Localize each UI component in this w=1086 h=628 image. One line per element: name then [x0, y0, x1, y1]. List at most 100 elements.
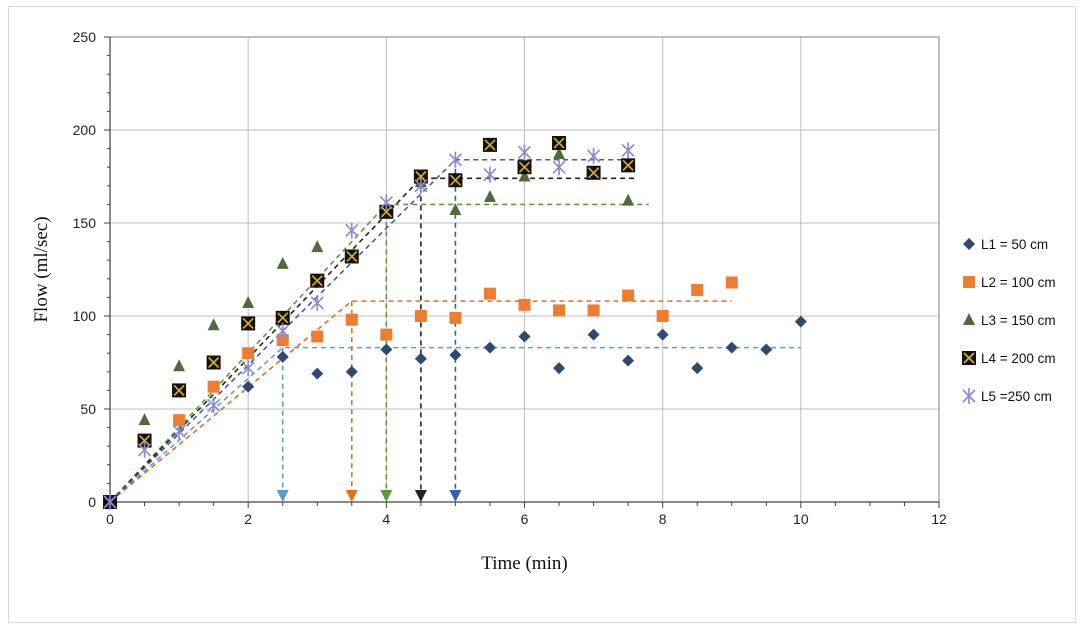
legend-item: L4 = 200 cm	[962, 351, 1056, 366]
data-point	[517, 160, 532, 175]
data-point	[138, 413, 151, 426]
data-point	[311, 330, 324, 343]
marker-cross	[622, 159, 634, 171]
data-point	[587, 304, 600, 317]
data-point	[760, 343, 773, 356]
data-point	[242, 347, 255, 360]
data-point	[414, 177, 428, 194]
marker-cross	[277, 312, 289, 324]
legend-item: L5 =250 cm	[962, 388, 1052, 404]
data-point	[345, 222, 359, 239]
marker-cross	[449, 174, 461, 186]
data-point	[414, 352, 427, 365]
data-point	[518, 169, 531, 182]
data-point	[241, 360, 255, 377]
series-5	[103, 142, 635, 510]
data-point	[483, 341, 496, 354]
legend-marker	[963, 276, 975, 288]
legend-label: L3 = 150 cm	[981, 313, 1056, 328]
data-point	[276, 350, 289, 363]
data-point	[276, 334, 289, 347]
legend-label: L1 = 50 cm	[981, 237, 1048, 252]
series-3	[104, 147, 635, 507]
data-points	[103, 136, 807, 510]
series-1	[104, 315, 807, 508]
data-point	[483, 189, 496, 202]
data-point	[311, 367, 324, 380]
data-point	[449, 349, 462, 362]
data-point	[207, 318, 220, 331]
data-point	[310, 294, 324, 311]
y-tick-label: 250	[73, 29, 97, 45]
legend-label: L4 = 200 cm	[981, 351, 1056, 366]
legend-marker	[963, 313, 975, 325]
data-point	[553, 304, 566, 317]
x-tick-label: 12	[931, 511, 947, 527]
data-point	[621, 142, 635, 159]
data-point	[656, 328, 669, 341]
data-point	[207, 380, 220, 393]
y-tick-label: 200	[73, 122, 97, 138]
data-point	[380, 343, 393, 356]
trend-line	[109, 177, 636, 503]
data-point	[172, 423, 186, 440]
marker-cross	[346, 250, 358, 263]
marker-cross	[311, 275, 323, 287]
data-point	[483, 287, 496, 300]
y-tick-label: 50	[80, 401, 96, 417]
data-point	[622, 289, 635, 302]
data-point	[725, 276, 738, 289]
legend: L1 = 50 cm L2 = 100 cm L3 = 150 cm L4 = 200…	[962, 237, 1056, 404]
data-point	[379, 194, 393, 211]
data-point	[241, 316, 256, 331]
y-axis-title: Flow (ml/sec)	[31, 216, 52, 322]
marker-cross	[518, 161, 531, 173]
marker-cross	[553, 137, 565, 149]
drop-arrow	[414, 490, 427, 502]
data-point	[587, 328, 600, 341]
x-tick-label: 0	[106, 511, 114, 527]
trend-line	[109, 203, 649, 503]
data-point	[691, 362, 704, 375]
marker-cross	[380, 206, 392, 218]
data-point	[173, 414, 186, 427]
data-point	[276, 322, 290, 339]
data-point	[207, 397, 221, 414]
trend-line	[109, 158, 636, 503]
x-tick-label: 2	[244, 511, 252, 527]
data-point	[553, 362, 566, 375]
data-point	[725, 341, 738, 354]
data-point	[448, 151, 462, 168]
legend-label: L5 =250 cm	[981, 389, 1052, 404]
marker-cross	[588, 167, 600, 179]
marker-cross	[173, 384, 185, 396]
y-tick-label: 150	[73, 215, 97, 231]
data-point	[311, 240, 324, 253]
data-point	[276, 256, 289, 269]
data-point	[482, 137, 497, 152]
data-point	[794, 315, 807, 328]
trend-line	[109, 346, 801, 503]
y-tick-label: 100	[73, 308, 97, 324]
legend-item: L3 = 150 cm	[963, 313, 1056, 328]
data-point	[206, 355, 221, 370]
data-point	[310, 273, 325, 288]
x-tick-label: 8	[659, 511, 667, 527]
series-2	[104, 276, 738, 508]
data-point	[622, 193, 635, 206]
data-point	[414, 310, 427, 322]
data-point	[242, 380, 255, 393]
data-point	[518, 298, 531, 311]
chart-frame: 0 2 4 6 8 10 12 0 50 100 150 200 250 L1 = 50 cm L2 = …	[8, 6, 1076, 623]
marker-cross	[484, 139, 496, 151]
data-point	[137, 441, 152, 458]
data-point	[275, 310, 290, 325]
marker-cross	[415, 170, 427, 183]
data-point	[413, 169, 428, 184]
data-point	[449, 202, 462, 215]
legend-marker	[963, 238, 975, 250]
marker-cross	[242, 317, 254, 330]
marker-cross	[208, 356, 220, 369]
x-tick-label: 4	[382, 511, 390, 527]
data-point	[518, 330, 531, 343]
